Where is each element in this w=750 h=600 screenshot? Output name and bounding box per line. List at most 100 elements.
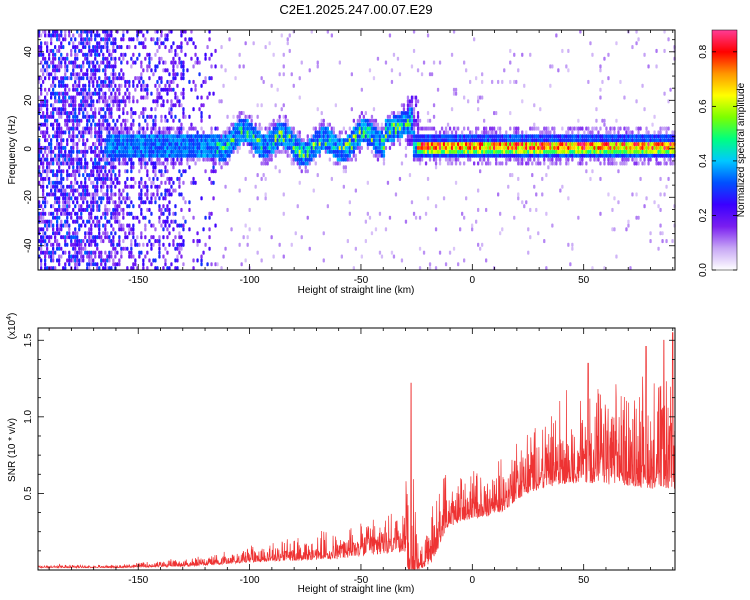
spectrogram-cell	[625, 145, 628, 150]
spectrogram-cell	[487, 145, 490, 150]
spectrogram-cell	[196, 157, 199, 162]
spectrogram-cell	[82, 83, 85, 88]
spectrogram-cell	[282, 138, 285, 143]
spectrogram-cell	[58, 126, 61, 131]
spectrogram-cell	[338, 60, 341, 65]
spectrogram-cell	[583, 138, 586, 143]
spectrogram-cell	[60, 219, 63, 224]
spectrogram-cell	[92, 64, 95, 69]
spectrogram-cell	[80, 29, 83, 34]
spectrogram-cell	[611, 138, 614, 143]
spectrogram-cell	[210, 142, 213, 147]
spectrogram-cell	[54, 250, 57, 255]
spectrogram-cell	[511, 149, 514, 154]
spectrogram-cell	[96, 138, 99, 143]
spectrogram-cell	[116, 219, 119, 224]
spectrogram-cell	[318, 130, 321, 135]
spectrogram-cell	[513, 142, 516, 147]
spectrogram-cell	[168, 138, 171, 143]
spectrogram-cell	[511, 145, 514, 150]
spectrogram-cell	[412, 157, 416, 162]
spectrogram-cell	[72, 107, 75, 112]
spectrogram-cell	[256, 103, 259, 108]
spectrogram-cell	[86, 130, 89, 135]
spectrogram-cell	[52, 64, 55, 69]
spectrogram-cell	[338, 149, 341, 154]
spectrogram-cell	[46, 114, 49, 119]
spectrogram-cell	[64, 118, 67, 123]
spectrogram-cell	[392, 130, 396, 135]
spectrogram-cell	[52, 161, 55, 166]
spectrogram-cell	[669, 157, 672, 162]
spectrogram-cell	[62, 184, 65, 189]
spectrogram-cell	[80, 118, 83, 123]
spectrogram-cell	[535, 149, 538, 154]
spectrogram-cell	[410, 99, 414, 104]
spectrogram-cell	[394, 130, 398, 135]
spectrogram-cell	[150, 107, 153, 112]
spectrogram-cell	[418, 145, 422, 150]
spectrogram-cell	[521, 145, 524, 150]
spectrogram-cell	[300, 153, 303, 158]
spectrogram-cell	[154, 114, 157, 119]
spectrogram-cell	[589, 41, 592, 46]
spectrogram-cell	[288, 33, 291, 38]
spectrogram-cell	[206, 134, 209, 139]
spectrogram-cell	[132, 52, 135, 57]
spectrogram-cell	[551, 161, 554, 166]
spectrogram-cell	[64, 99, 67, 104]
spectrogram-cell	[208, 149, 211, 154]
spectrogram-cell	[160, 145, 163, 150]
spectrogram-cell	[84, 169, 87, 174]
spectrogram-cell	[469, 142, 472, 147]
spectrogram-cell	[493, 126, 496, 131]
spectrogram-cell	[224, 145, 227, 150]
spectrogram-cell	[274, 153, 277, 158]
spectrogram-cell	[74, 246, 77, 251]
spectrogram-cell	[106, 83, 109, 88]
spectrogram-cell	[360, 126, 363, 131]
spectrogram-cell	[142, 161, 145, 166]
spectrogram-cell	[298, 138, 301, 143]
spectrogram-cell	[118, 153, 121, 158]
spectrogram-cell	[220, 157, 223, 162]
spectrogram-cell	[68, 250, 71, 255]
spectrogram-cell	[615, 142, 618, 147]
spectrogram-cell	[228, 138, 231, 143]
spectrogram-cell	[657, 161, 660, 166]
spectrogram-cell	[180, 142, 183, 147]
spectrogram-cell	[214, 153, 217, 158]
spectrogram-cell	[567, 145, 570, 150]
spectrogram-cell	[112, 207, 115, 212]
spectrogram-cell	[64, 161, 67, 166]
spectrogram-cell	[106, 48, 109, 53]
spectrogram-cell	[659, 161, 662, 166]
spectrogram-cell	[593, 149, 596, 154]
spectrogram-cell	[380, 130, 384, 135]
spectrogram-cell	[406, 138, 410, 143]
spectrogram-cell	[54, 33, 57, 38]
spectrogram-cell	[158, 215, 161, 220]
spectrogram-cell	[156, 41, 159, 46]
spectrogram-cell	[541, 176, 544, 181]
spectrogram-cell	[318, 149, 321, 154]
spectrogram-cell	[92, 200, 95, 205]
spectrogram-cell	[551, 153, 554, 158]
spectrogram-cell	[162, 60, 165, 65]
spectrogram-cell	[284, 118, 287, 123]
spectrogram-cell	[50, 223, 53, 228]
spectrogram-cell	[426, 196, 430, 201]
spectrogram-cell	[659, 130, 662, 135]
spectrogram-cell	[178, 235, 181, 240]
spectrogram-cell	[62, 79, 65, 84]
spectrogram-cell	[82, 142, 85, 147]
spectrogram-cell	[42, 169, 45, 174]
spectrogram-cell	[146, 142, 149, 147]
spectrogram-cell	[418, 215, 422, 220]
spectrogram-cell	[180, 207, 183, 212]
spectrogram-cell	[218, 145, 221, 150]
spectrogram-cell	[298, 95, 301, 100]
spectrogram-cell	[513, 138, 516, 143]
spectrogram-cell	[126, 130, 129, 135]
spectrogram-cell	[667, 126, 670, 131]
